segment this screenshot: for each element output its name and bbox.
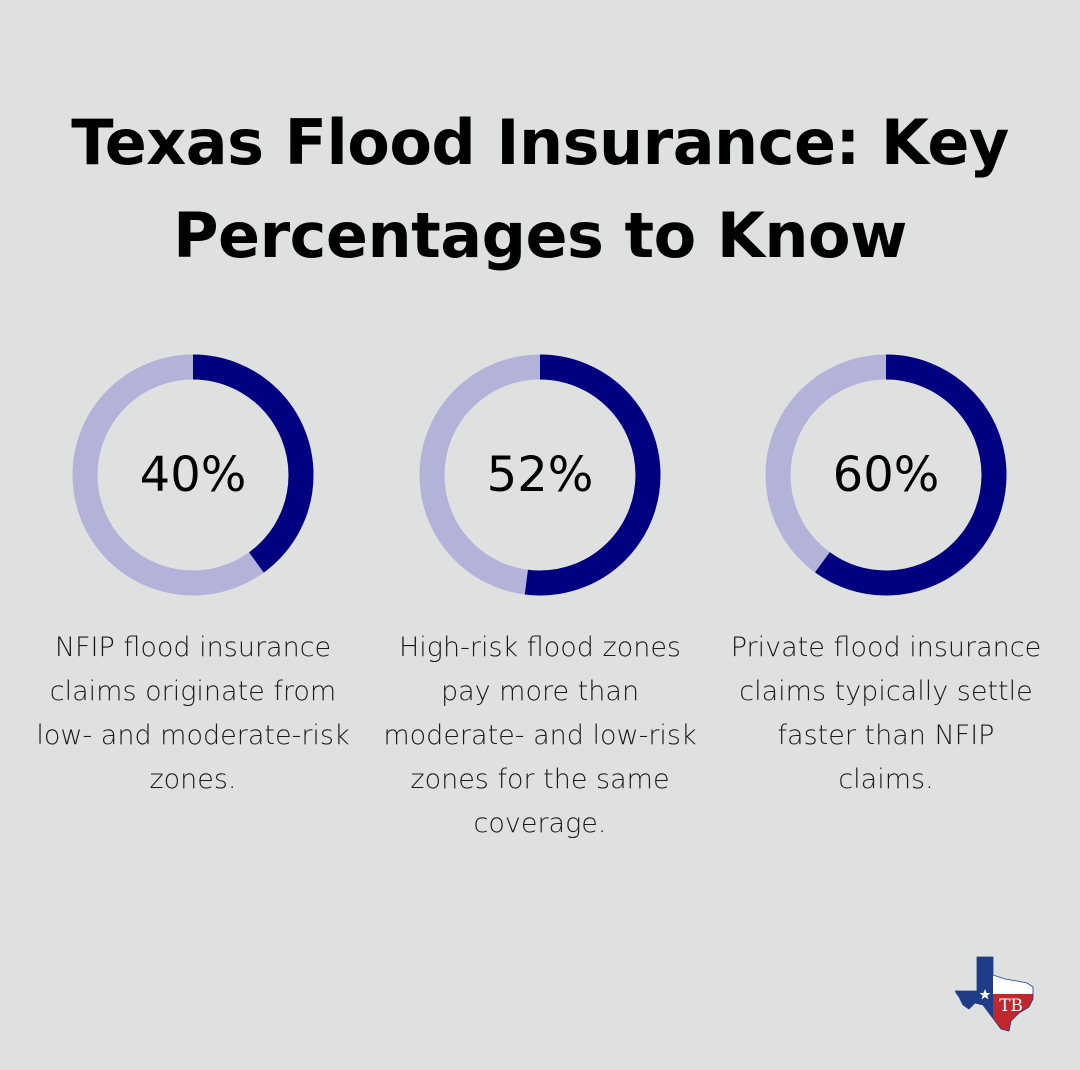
donut-percent-label-3: 60%	[832, 447, 940, 503]
donut-value-arc-1	[72, 354, 314, 596]
donut-chart-1: 40%	[68, 350, 318, 600]
donut-caption-3: Private flood insurance claims typically…	[730, 632, 1042, 795]
donut-svg-3	[765, 354, 1007, 596]
page-title: Texas Flood Insurance: Key Percentages t…	[0, 96, 1080, 282]
donut-chart-2: 52%	[415, 350, 665, 600]
donut-caption-1: NFIP flood insurance claims originate fr…	[36, 632, 350, 795]
donut-value-arc-3	[765, 354, 1007, 596]
donut-value-arc-2	[419, 354, 661, 596]
donut-chart-3: 60%	[761, 350, 1011, 600]
donut-svg-2	[419, 354, 661, 596]
title-line-1: Texas Flood Insurance: Key	[71, 106, 1009, 179]
logo-monogram: TB	[999, 996, 1023, 1016]
texas-map-logo-icon: TB	[954, 955, 1037, 1033]
donut-caption-2: High-risk flood zones pay more than mode…	[383, 632, 697, 839]
donut-svg-1	[72, 354, 314, 596]
donut-percent-label-2: 52%	[486, 447, 594, 503]
donut-percent-label-1: 40%	[139, 447, 247, 503]
title-line-2: Percentages to Know	[173, 199, 907, 272]
